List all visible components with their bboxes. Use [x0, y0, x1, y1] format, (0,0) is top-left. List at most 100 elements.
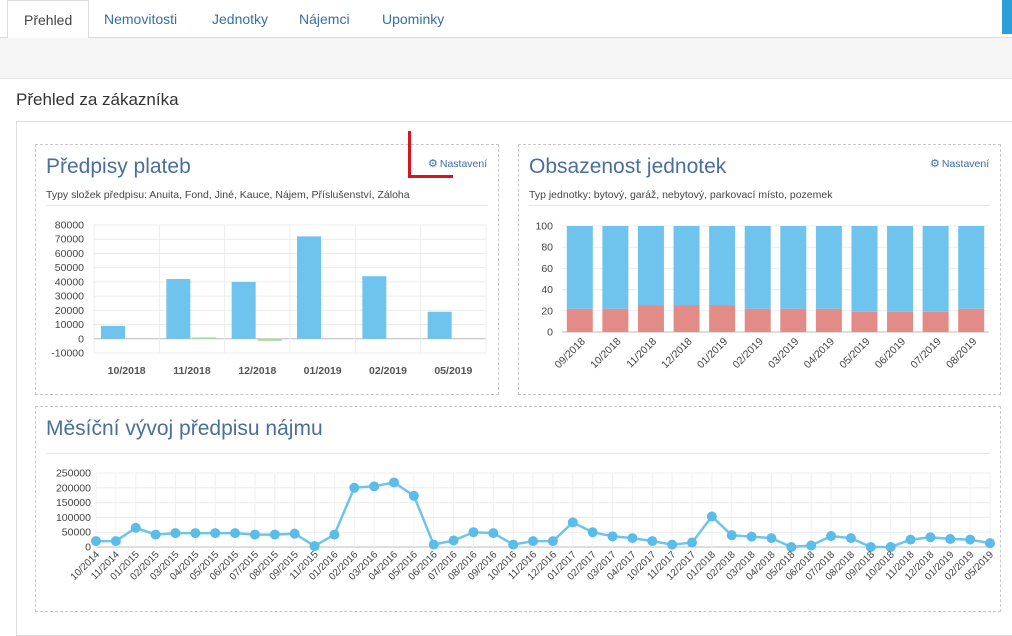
x-tick-label: 11/2018 [624, 336, 659, 371]
x-tick-label: 02/2019 [369, 365, 407, 377]
y-tick-label: 80 [541, 242, 553, 254]
bar-segment [709, 226, 736, 306]
data-point [905, 534, 916, 545]
x-tick-label: 04/2019 [802, 336, 837, 371]
gear-icon: ⚙ [930, 158, 940, 170]
x-tick-label: 05/2019 [434, 365, 472, 377]
y-tick-label: 100 [535, 221, 553, 233]
bar-segment [744, 308, 771, 332]
panel-predpisy: Předpisy plateb ⚙ Nastavení Typy složek p… [35, 144, 499, 395]
data-point [289, 528, 300, 539]
y-tick-label: 60 [541, 263, 553, 275]
bar [192, 337, 217, 339]
y-tick-label: 0 [85, 542, 91, 554]
data-point [408, 490, 419, 501]
bar-segment [709, 305, 736, 332]
tab-prehled[interactable]: Přehled [7, 0, 90, 39]
data-point [170, 528, 181, 539]
y-tick-label: 70000 [55, 234, 84, 246]
data-point [687, 537, 697, 548]
bar-segment [637, 226, 664, 306]
x-tick-label: 08/2019 [944, 336, 979, 371]
bar-segment [744, 226, 771, 309]
y-tick-label: 250000 [56, 468, 91, 480]
x-tick-label: 02/2019 [730, 336, 765, 371]
data-point [528, 536, 539, 547]
tab-nemovitosti[interactable]: Nemovitosti [104, 11, 178, 27]
y-tick-label: 50000 [62, 527, 91, 539]
y-tick-label: 20 [541, 305, 553, 317]
data-point [110, 536, 121, 547]
tab-upominky[interactable]: Upominky [382, 11, 445, 27]
data-point [607, 531, 618, 542]
x-tick-label: 03/2019 [766, 336, 801, 371]
annotation-marker-vertical [408, 131, 411, 178]
y-tick-label: 60000 [55, 248, 84, 260]
edge-button[interactable] [1002, 0, 1012, 34]
bar [427, 311, 452, 339]
data-point [945, 534, 956, 545]
toolbar-strip [0, 38, 1012, 79]
data-point [965, 534, 976, 545]
data-point [389, 477, 399, 488]
y-tick-label: 10000 [55, 319, 84, 331]
x-tick-label: 01/2019 [304, 365, 342, 377]
data-point [448, 535, 459, 546]
bar-segment [566, 308, 593, 332]
data-point [806, 540, 817, 551]
bar-segment [922, 226, 949, 312]
x-tick-label: 06/2019 [873, 336, 908, 371]
y-tick-label: 150000 [56, 497, 91, 509]
y-tick-label: 0 [547, 327, 553, 339]
settings-link[interactable]: ⚙ Nastavení [930, 157, 989, 170]
data-point [349, 482, 360, 493]
y-tick-label: 40000 [55, 276, 84, 288]
divider [46, 205, 488, 206]
bar-segment [851, 311, 878, 332]
tab-jednotky[interactable]: Jednotky [212, 11, 269, 27]
gear-icon: ⚙ [428, 158, 438, 170]
bar-segment [780, 226, 807, 309]
divider [529, 205, 990, 206]
bar-segment [815, 226, 842, 309]
tab-najemci[interactable]: Nájemci [299, 11, 350, 27]
data-point [488, 528, 499, 539]
bar-segment [673, 305, 700, 332]
data-point [845, 533, 856, 544]
data-point [309, 541, 320, 552]
x-tick-label: 12/2018 [659, 336, 694, 371]
bar-segment [815, 308, 842, 332]
y-tick-label: -10000 [51, 348, 84, 360]
x-tick-label: 10/2018 [588, 336, 623, 371]
x-tick-label: 09/2018 [553, 336, 588, 371]
bar-segment [922, 311, 949, 332]
data-point [667, 539, 678, 550]
data-point [130, 522, 141, 533]
x-tick-label: 12/2018 [238, 365, 276, 377]
data-point [567, 517, 578, 528]
data-point [766, 533, 777, 544]
panel-obsazenost: Obsazenost jednotek ⚙ Nastavení Typ jedno… [518, 144, 1001, 395]
data-point [369, 481, 380, 492]
settings-link[interactable]: ⚙ Nastavení [428, 157, 487, 170]
data-point [210, 528, 221, 539]
bar [297, 236, 321, 339]
bar-segment [887, 226, 914, 312]
data-point [985, 538, 995, 549]
chart-predpisy: 80000 70000 60000 50000 40000 30000 20000 10000… [51, 220, 487, 377]
x-tick-label: 05/2019 [837, 336, 872, 371]
data-point [826, 531, 837, 542]
panel-title: Předpisy plateb [46, 155, 191, 178]
bar-segment [851, 226, 878, 312]
data-point [329, 529, 340, 540]
y-tick-label: 200000 [56, 482, 91, 494]
y-tick-label: 20000 [55, 305, 84, 317]
x-tick-label: 01/2019 [695, 336, 730, 371]
data-point [885, 542, 896, 552]
bar-segment [887, 311, 914, 332]
page-title: Přehled za zákazníka [16, 90, 179, 109]
data-point [726, 530, 737, 541]
panel-title: Obsazenost jednotek [529, 155, 727, 178]
data-point [587, 527, 598, 538]
data-point [428, 539, 439, 550]
